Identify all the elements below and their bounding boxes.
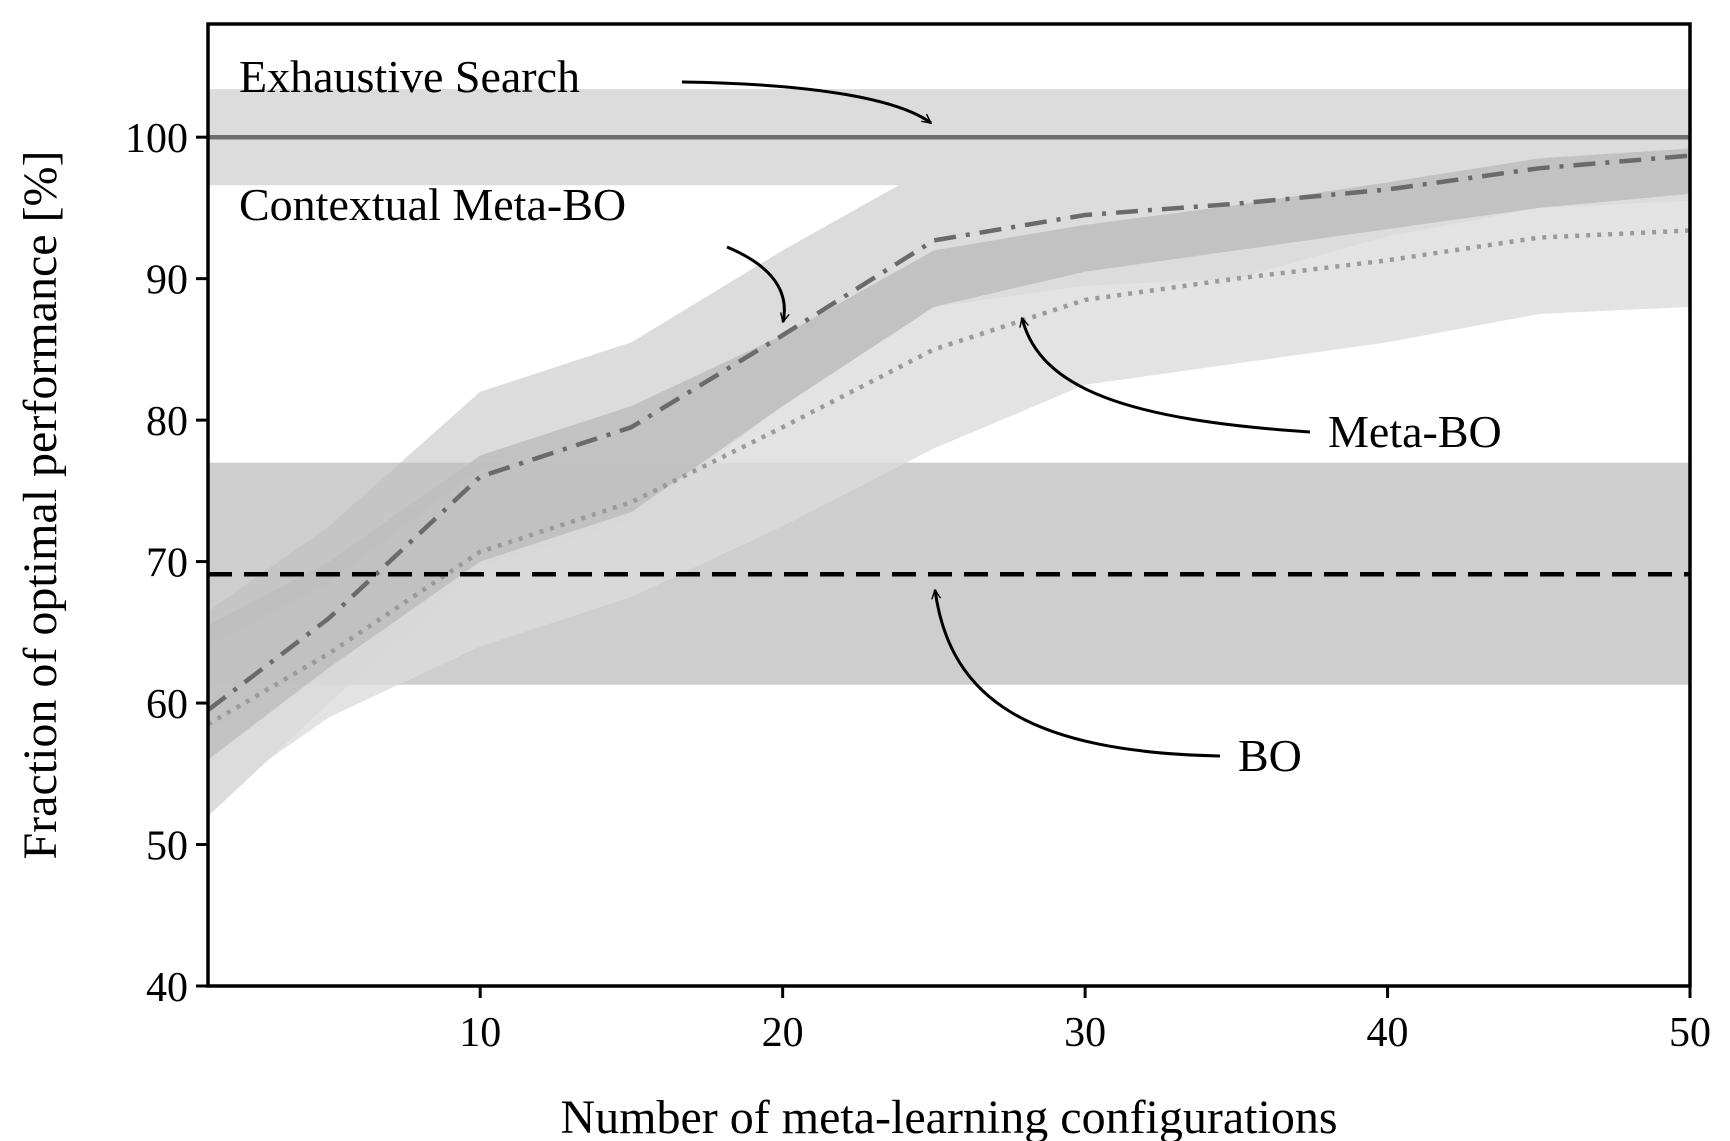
annotation-arrow-contextual [726,245,784,322]
x-tick-label-20: 20 [762,1010,804,1056]
annotation-arrow-bo [935,590,1221,758]
line-contextual-meta-bo [208,153,1690,712]
y-tick-label-70: 70 [146,541,188,587]
y-tick-label-80: 80 [146,399,188,445]
band-contextual-inner [208,148,1690,760]
annotation-label-bo: BO [1238,730,1302,781]
y-tick-label-60: 60 [146,682,188,728]
annotation-contextual-meta-bo: Contextual Meta-BO [239,179,784,322]
plot-frame [206,22,1692,988]
annotation-arrow-exhaustive [681,80,931,125]
y-tick-label-40: 40 [146,965,188,1011]
series-lines [208,134,1690,727]
annotation-label-meta: Meta-BO [1328,406,1502,457]
annotation-label-contextual: Contextual Meta-BO [239,179,626,230]
y-tick-label-90: 90 [146,258,188,304]
y-axis-ticks: 40 50 60 70 80 90 100 [125,116,208,1011]
annotation-bo: BO [935,590,1302,781]
annotation-arrow-meta [1022,318,1311,434]
annotation-meta-bo: Meta-BO [1022,318,1502,457]
band-meta-bo [208,186,1690,803]
annotation-label-exhaustive: Exhaustive Search [239,51,580,102]
y-axis-label: Fraction of optimal performance [%] [14,150,67,859]
annotation-exhaustive-search: Exhaustive Search [239,51,931,125]
y-tick-label-50: 50 [146,824,188,870]
x-tick-label-30: 30 [1064,1010,1106,1056]
x-axis-ticks: 10 20 30 40 50 [459,986,1711,1056]
x-tick-label-50: 50 [1669,1010,1711,1056]
x-axis-label: Number of meta-learning configurations [560,1091,1337,1141]
x-tick-label-10: 10 [459,1010,501,1056]
y-tick-label-100: 100 [125,116,188,162]
confidence-bands [208,89,1690,817]
x-tick-label-40: 40 [1367,1010,1409,1056]
